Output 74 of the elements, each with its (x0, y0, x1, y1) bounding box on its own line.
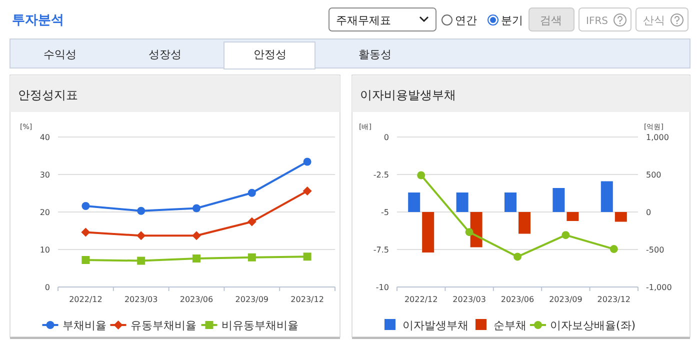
point (81, 228, 90, 237)
point (417, 171, 426, 180)
text: 분기 (501, 14, 523, 27)
text: 산식 (643, 14, 665, 27)
bar (600, 181, 613, 212)
y-tick-label: 40 (40, 133, 50, 142)
y2-tick-label: -1,000 (646, 283, 672, 292)
y-tick-label: 0 (384, 133, 389, 142)
y2-tick-label: -500 (646, 246, 664, 254)
bar (566, 212, 579, 221)
y-tick-label: 0 (44, 283, 50, 292)
bar (518, 212, 530, 234)
bar (614, 212, 627, 222)
text: IFRS (586, 16, 608, 27)
text: 검색 (540, 14, 562, 27)
point (562, 231, 570, 240)
point (303, 252, 312, 261)
point (247, 217, 256, 226)
y-tick-label: 20 (40, 208, 50, 217)
x-tick-label: 2022/12 (404, 295, 438, 304)
y-tick-label: 10 (40, 246, 50, 254)
legend-label: 부채비율 (62, 319, 106, 332)
y2-tick-label: 1,000 (646, 133, 669, 142)
x-tick-label: 2023/12 (290, 295, 324, 304)
point (514, 252, 522, 261)
bar (408, 192, 420, 212)
y2-tick-label: 0 (646, 208, 652, 217)
chart-title: 안정성지표 (18, 88, 78, 102)
legend-label: 유동부채비율 (130, 319, 196, 332)
point (192, 204, 200, 212)
y-tick-label: 30 (40, 170, 50, 180)
bar (470, 212, 482, 248)
legend-label: 순부채 (494, 319, 526, 332)
y-tick-label: -2.5 (373, 170, 389, 180)
y-tick-label: -5 (381, 208, 389, 217)
point (137, 256, 146, 265)
text: 안정성 (254, 48, 286, 61)
bar (552, 188, 565, 212)
point (303, 158, 312, 166)
point (82, 202, 90, 210)
x-tick-label: 2023/06 (500, 295, 534, 304)
legend-label: 이자보상배율(좌) (550, 319, 636, 332)
x-tick-label: 2023/03 (452, 295, 486, 304)
text: 주재무제표 (336, 14, 391, 27)
point (82, 256, 90, 264)
x-tick-label: 2023/12 (597, 295, 631, 304)
x-tick-label: 2023/09 (235, 295, 269, 304)
chart-title: 이자비용발생부채 (360, 88, 456, 102)
point (465, 228, 474, 236)
y-tick-label: -7.5 (373, 246, 389, 254)
text: 연간 (455, 14, 477, 27)
point (248, 253, 256, 262)
legend-label: 비유동부채비율 (221, 319, 298, 332)
text: 활동성 (358, 48, 392, 61)
bar (456, 192, 468, 212)
bar (504, 192, 516, 212)
x-tick-label: 2022/12 (69, 295, 102, 304)
point (192, 231, 201, 240)
point (137, 206, 146, 215)
text: 수익성 (44, 48, 76, 61)
x-tick-label: 2023/09 (549, 295, 582, 304)
point (248, 188, 256, 197)
y2-tick-label: 500 (646, 170, 662, 180)
legend-label: 이자발생부채 (402, 319, 468, 332)
bar (422, 212, 434, 252)
y-tick-label: -10 (376, 283, 389, 292)
point (610, 245, 618, 254)
point (136, 231, 146, 240)
point (192, 254, 200, 262)
text: 투자분석 (12, 13, 64, 28)
x-tick-label: 2023/03 (124, 295, 158, 304)
x-tick-label: 2023/06 (180, 295, 214, 304)
point (302, 186, 312, 196)
text: 성장성 (148, 48, 182, 61)
